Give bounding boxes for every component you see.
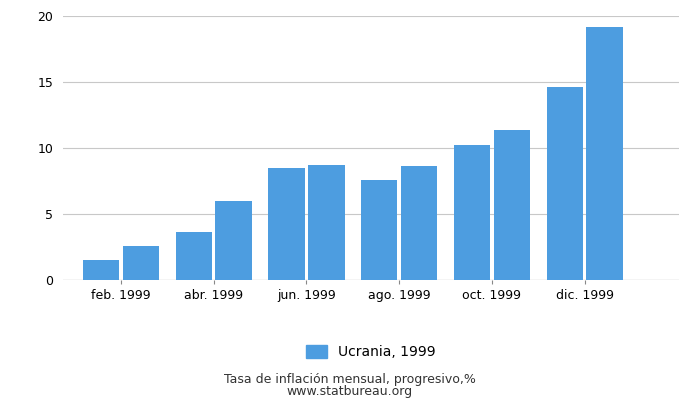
Bar — [83, 260, 119, 280]
Bar — [122, 246, 159, 280]
Bar — [361, 180, 398, 280]
Bar — [547, 87, 583, 280]
Legend: Ucrania, 1999: Ucrania, 1999 — [301, 340, 441, 365]
Bar — [494, 130, 530, 280]
Bar — [401, 166, 438, 280]
Bar — [308, 165, 344, 280]
Text: www.statbureau.org: www.statbureau.org — [287, 386, 413, 398]
Bar — [216, 201, 252, 280]
Bar — [268, 168, 304, 280]
Bar — [454, 145, 490, 280]
Bar — [587, 26, 623, 280]
Text: Tasa de inflación mensual, progresivo,%: Tasa de inflación mensual, progresivo,% — [224, 374, 476, 386]
Bar — [176, 232, 212, 280]
